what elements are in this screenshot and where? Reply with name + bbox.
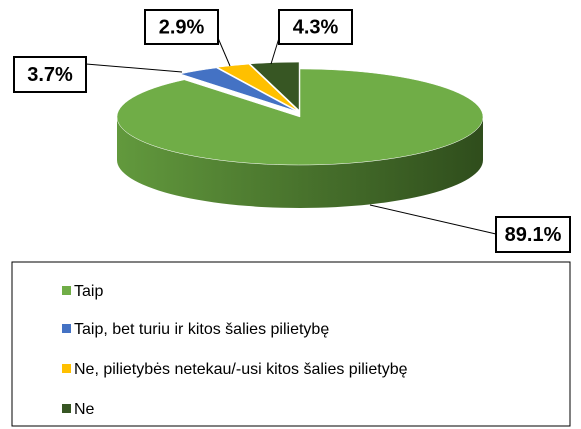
legend-label: Ne, pilietybės netekau/-usi kitos šalies…: [74, 361, 408, 378]
pie-slice: [116, 68, 484, 166]
leader-line: [217, 37, 231, 67]
legend-swatch: [62, 286, 71, 295]
legend-swatch: [62, 364, 71, 373]
leader-line: [270, 37, 280, 65]
pie-slice: [216, 63, 298, 111]
label-box: [495, 216, 571, 253]
leader-line: [85, 63, 183, 73]
legend-label: Taip: [74, 283, 103, 300]
legend-label: Ne: [74, 401, 95, 418]
legend-box: [11, 261, 571, 427]
pie-slice: [249, 61, 300, 111]
legend-swatch: [62, 404, 71, 413]
legend-label: Taip, bet turiu ir kitos šalies pilietyb…: [74, 321, 329, 338]
data-label: 4.3%: [293, 16, 339, 38]
data-label: 3.7%: [27, 64, 73, 86]
label-box: [144, 9, 219, 45]
legend-swatch: [62, 324, 71, 333]
leader-line: [369, 204, 497, 235]
label-box: [13, 56, 87, 93]
data-label: 2.9%: [159, 16, 205, 38]
pie-slice: [179, 67, 297, 112]
data-label: 89.1%: [505, 224, 562, 246]
pie-side: [117, 117, 483, 208]
label-box: [278, 9, 353, 45]
